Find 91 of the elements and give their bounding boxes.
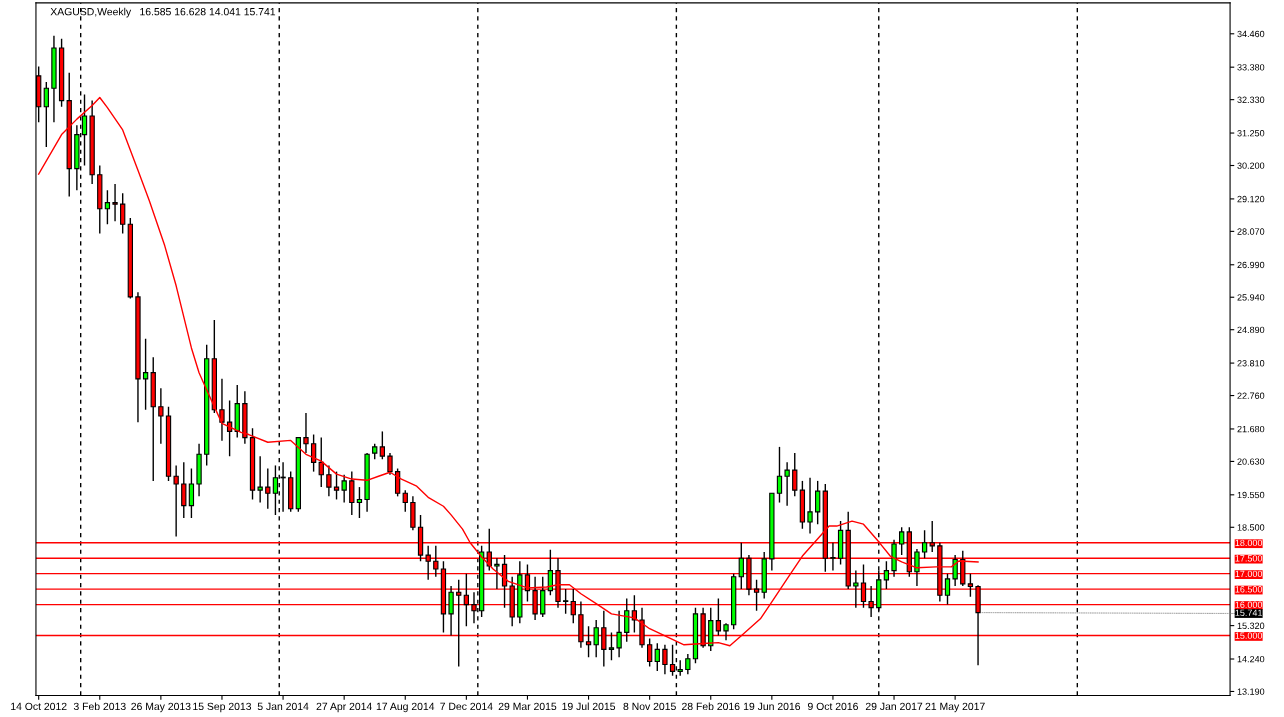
y-tick-label: 19.550 <box>1237 491 1265 499</box>
candlestick <box>448 585 454 637</box>
x-tick-label: 3 Feb 2013 <box>73 702 126 711</box>
candlestick <box>608 631 615 661</box>
candlestick <box>883 560 890 590</box>
x-tick-label: 14 Oct 2012 <box>11 702 67 711</box>
candlestick <box>899 526 905 556</box>
candlestick <box>784 461 790 507</box>
chart-title: XAGUSD,Weekly <box>50 7 132 18</box>
candlestick <box>685 653 691 675</box>
y-tick-label: 22.760 <box>1237 392 1265 399</box>
candlestick <box>921 529 928 559</box>
ref-line-label: 17.000 <box>1235 570 1263 578</box>
y-tick-label: 25.940 <box>1237 294 1265 301</box>
y-tick-label: 28.070 <box>1237 228 1265 235</box>
candlestick <box>349 470 355 516</box>
candlestick <box>562 588 569 615</box>
candlestick <box>142 337 149 411</box>
y-tick-label: 26.990 <box>1237 261 1265 269</box>
x-tick-label: 21 May 2017 <box>925 702 985 713</box>
candlestick <box>303 412 309 454</box>
candlestick <box>624 597 630 643</box>
y-tick-label: 33.380 <box>1237 64 1265 71</box>
candlestick <box>792 452 798 498</box>
x-tick-label: 19 Jun 2016 <box>743 702 801 711</box>
candlestick <box>112 183 118 222</box>
y-tick-label: 20.630 <box>1237 458 1265 465</box>
y-tick-label: 13.190 <box>1237 688 1265 695</box>
candlestick <box>593 619 599 658</box>
ref-line-label: 15.000 <box>1235 632 1263 639</box>
candlestick <box>181 461 187 519</box>
candlestick <box>326 464 332 498</box>
candlestick <box>188 467 195 519</box>
candlestick <box>654 642 660 672</box>
candlestick <box>257 455 263 504</box>
x-tick-label: 17 Aug 2014 <box>376 702 435 713</box>
x-tick-label: 29 Mar 2015 <box>498 702 557 711</box>
ref-line-label: 18.000 <box>1235 539 1263 547</box>
ref-line-label: 17.500 <box>1235 555 1263 562</box>
candlestick <box>776 446 783 504</box>
y-tick-label: 18.500 <box>1237 524 1265 531</box>
candlestick <box>646 637 653 668</box>
x-tick-label: 28 Feb 2016 <box>682 702 740 711</box>
x-tick-label: 15 Sep 2013 <box>193 702 252 713</box>
x-tick-label: 29 Jan 2017 <box>865 702 923 711</box>
y-tick-label: 24.890 <box>1237 326 1265 334</box>
candlestick <box>952 554 958 587</box>
x-tick-label: 7 Dec 2014 <box>440 702 493 711</box>
candlestick <box>341 474 347 504</box>
candlestick <box>853 569 859 609</box>
y-tick-label: 32.330 <box>1237 96 1265 104</box>
candlestick <box>43 81 49 148</box>
y-tick-label: 21.680 <box>1237 425 1265 433</box>
candlestick <box>104 189 111 225</box>
candlestick <box>120 192 126 235</box>
y-tick-label: 15.320 <box>1237 622 1265 629</box>
candlestick <box>830 542 836 572</box>
candlestick <box>540 576 546 618</box>
candlestick <box>219 378 225 442</box>
annotation: 15.741 <box>1235 609 1263 616</box>
x-tick-label: 19 Jul 2015 <box>562 702 616 711</box>
candlestick <box>333 470 340 501</box>
candlestick <box>738 542 744 590</box>
y-tick-label: 31.250 <box>1237 130 1265 137</box>
x-tick-label: 5 Jan 2014 <box>257 702 309 711</box>
candlestick <box>387 452 393 476</box>
y-tick-label: 23.810 <box>1237 360 1265 367</box>
candlestick <box>402 489 408 513</box>
candlestick <box>158 387 164 445</box>
candlestick <box>807 477 813 535</box>
y-tick-label: 30.200 <box>1237 162 1265 169</box>
x-tick-label: 9 Oct 2016 <box>807 702 858 711</box>
x-tick-label: 26 May 2013 <box>131 702 191 713</box>
ref-line-label: 16.500 <box>1235 586 1263 593</box>
y-tick-label: 14.240 <box>1237 655 1265 663</box>
candlestick <box>914 548 920 587</box>
candlestick <box>356 486 363 519</box>
candlestick <box>662 644 668 675</box>
y-tick-label: 29.120 <box>1237 195 1265 203</box>
candlestick <box>616 610 622 658</box>
y-tick-label: 34.460 <box>1237 30 1265 38</box>
candlestick <box>944 572 951 606</box>
x-tick-label: 8 Nov 2015 <box>623 702 676 711</box>
x-tick-label: 27 Apr 2014 <box>316 702 372 713</box>
chart-subtitle: 16.585 16.628 14.041 15.741 <box>140 7 276 16</box>
candlestick <box>379 430 386 460</box>
candlestick <box>494 557 500 590</box>
ref-line-label: 16.000 <box>1235 601 1263 608</box>
candlestick <box>173 464 179 538</box>
candlestick <box>815 480 821 525</box>
candlestick <box>265 467 271 510</box>
